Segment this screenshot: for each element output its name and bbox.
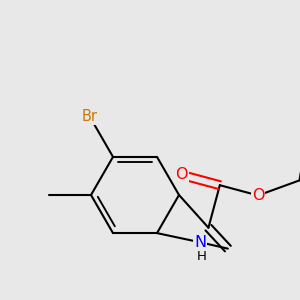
Text: N: N [194,235,206,250]
Text: H: H [197,250,207,263]
Text: O: O [252,188,264,203]
Text: O: O [175,167,188,182]
Text: Br: Br [82,110,98,124]
